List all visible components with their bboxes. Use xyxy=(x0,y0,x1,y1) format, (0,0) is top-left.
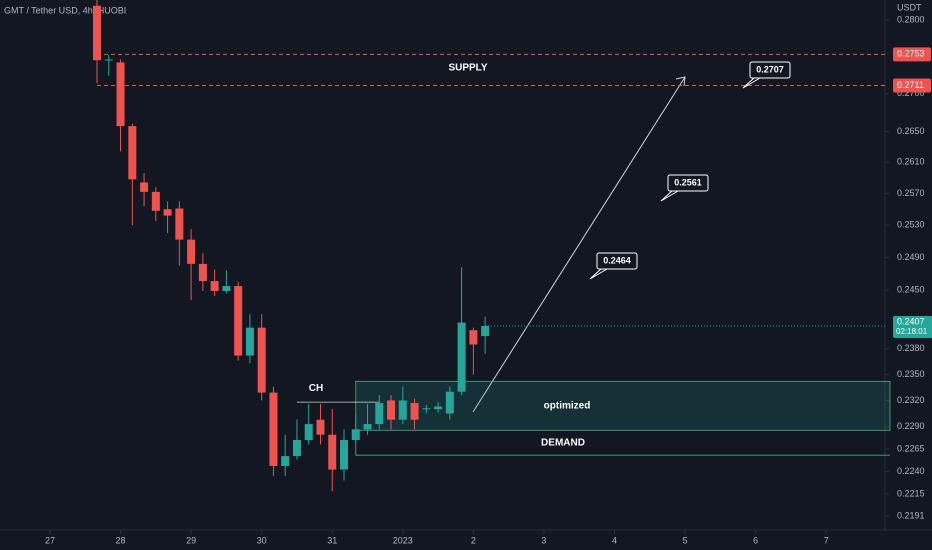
ch-label: CH xyxy=(309,383,323,394)
x-tick-label: 27 xyxy=(45,535,55,545)
candle-body xyxy=(445,391,454,414)
callout-pointer xyxy=(742,77,761,89)
x-tick-label: 2023 xyxy=(393,535,413,545)
y-tick-label: 0.2350 xyxy=(897,369,925,379)
last-price-label: 0.2407 xyxy=(897,316,925,326)
y-tick-label: 0.2265 xyxy=(897,443,925,453)
callout-box xyxy=(749,61,791,79)
candle-body xyxy=(175,208,184,240)
candle-body xyxy=(104,59,113,61)
y-tick-label: 0.2570 xyxy=(897,188,925,198)
demand-label: DEMAND xyxy=(541,437,585,448)
y-tick-label: 0.2191 xyxy=(897,510,925,520)
x-tick-label: 4 xyxy=(612,535,617,545)
currency-label: USDT xyxy=(897,2,922,12)
candle-body xyxy=(198,263,207,282)
y-tick-label: 0.2450 xyxy=(897,285,925,295)
callout-label: 0.2464 xyxy=(603,255,631,265)
optimized-label: optimized xyxy=(544,400,591,411)
callout-label: 0.2561 xyxy=(674,177,702,187)
projection-arrow xyxy=(472,76,686,413)
candle-body xyxy=(304,424,313,441)
candle-body xyxy=(234,286,243,356)
callout-box xyxy=(667,174,709,192)
x-tick-label: 3 xyxy=(541,535,546,545)
candle-body xyxy=(351,429,360,441)
candle-body xyxy=(245,327,254,356)
countdown: 02:18:01 xyxy=(896,327,928,336)
candle-body xyxy=(187,239,196,264)
candle-body xyxy=(328,434,337,470)
y-tick-label: 0.2490 xyxy=(897,252,925,262)
candle-body xyxy=(363,424,372,430)
candle-body xyxy=(151,191,160,211)
x-tick-label: 5 xyxy=(683,535,688,545)
y-tick-label: 0.2650 xyxy=(897,126,925,136)
y-tick-label: 0.2240 xyxy=(897,466,925,476)
y-tick-label: 0.2530 xyxy=(897,220,925,230)
candle-body xyxy=(140,182,149,192)
candle-body xyxy=(116,62,125,127)
candle-body xyxy=(281,456,290,466)
callout-pointer xyxy=(660,190,679,202)
y-tick-label: 0.2700 xyxy=(897,88,925,98)
x-tick-label: 7 xyxy=(824,535,829,545)
demand-zone xyxy=(355,380,891,431)
candle-body xyxy=(375,403,384,425)
y-tick-label: 0.2320 xyxy=(897,395,925,405)
candle-body xyxy=(257,327,266,393)
x-tick-label: 31 xyxy=(327,535,337,545)
candle-body xyxy=(457,322,466,392)
x-tick-label: 30 xyxy=(257,535,267,545)
candle-body xyxy=(398,400,407,420)
callout-pointer xyxy=(589,268,608,280)
x-tick-label: 29 xyxy=(186,535,196,545)
candle-body xyxy=(410,403,419,420)
y-tick-label: 0.2290 xyxy=(897,421,925,431)
candle-body xyxy=(269,392,278,466)
candle-body xyxy=(163,209,172,216)
candle-body xyxy=(222,286,231,291)
price-badge xyxy=(893,47,931,62)
y-tick-label: 0.2215 xyxy=(897,488,925,498)
candle-body xyxy=(128,126,137,180)
y-tick-label: 0.2800 xyxy=(897,14,925,24)
price-badge xyxy=(893,78,931,93)
candle-body xyxy=(387,400,396,420)
supply-label: SUPPLY xyxy=(448,63,487,74)
callout-box xyxy=(596,252,638,270)
candle-body xyxy=(481,325,490,337)
candle-body xyxy=(316,419,325,435)
candle-body xyxy=(469,330,478,345)
chart-title: GMT / Tether USD, 4h, HUOBI xyxy=(4,5,126,15)
candle-body xyxy=(292,440,301,457)
x-tick-label: 2 xyxy=(471,535,476,545)
x-tick-label: 6 xyxy=(753,535,758,545)
arrow-head xyxy=(675,76,686,87)
callout-label: 0.2707 xyxy=(756,64,784,74)
y-tick-label: 0.2610 xyxy=(897,157,925,167)
last-price-badge xyxy=(893,315,932,338)
y-tick-label: 0.2380 xyxy=(897,343,925,353)
x-tick-label: 28 xyxy=(116,535,126,545)
price-badge-label: 0.2753 xyxy=(897,49,925,59)
candle-body xyxy=(93,5,102,61)
candle-body xyxy=(434,406,443,410)
candle-body xyxy=(422,408,431,410)
candle-body xyxy=(340,440,349,470)
price-badge-label: 0.2711 xyxy=(897,80,924,90)
candle-body xyxy=(210,281,219,291)
